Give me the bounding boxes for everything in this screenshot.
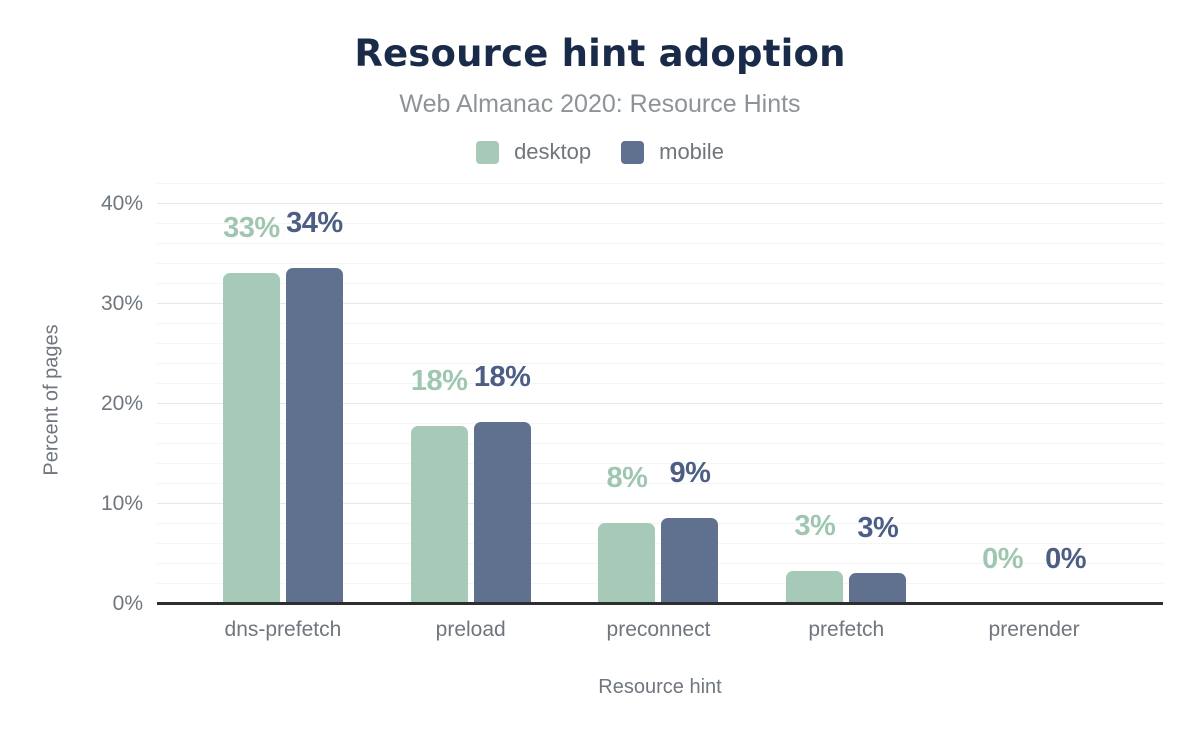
bar-desktop-preconnect[interactable] [598, 523, 656, 604]
chart-title: Resource hint adoption [354, 32, 846, 75]
minor-gridline [157, 543, 1163, 544]
bar-value-label-mobile-preload: 18% [473, 361, 531, 393]
bar-value-label-mobile-prefetch: 3% [857, 512, 899, 544]
minor-gridline [157, 283, 1163, 284]
legend-item-mobile[interactable]: mobile [621, 139, 724, 165]
minor-gridline [157, 343, 1163, 344]
bar-value-label-desktop-preload: 18% [410, 365, 468, 397]
major-gridline [157, 303, 1163, 304]
x-axis-title: Resource hint [598, 676, 722, 698]
y-tick-label: 40% [100, 192, 143, 215]
minor-gridline [157, 323, 1163, 324]
bar-desktop-dns-prefetch[interactable] [222, 273, 280, 604]
minor-gridline [157, 243, 1163, 244]
y-tick-label: 30% [100, 292, 143, 315]
minor-gridline [157, 523, 1163, 524]
minor-gridline [157, 583, 1163, 584]
bar-group-prefetch: 3% 3% [752, 184, 940, 604]
y-axis-ticks: 0% 10% 20% 30% 40% [0, 184, 143, 615]
minor-gridline [157, 183, 1163, 184]
bar-slot: 3% [849, 184, 907, 604]
legend-swatch-desktop [476, 140, 500, 164]
bar-mobile-prefetch[interactable] [849, 573, 907, 604]
legend-label-desktop: desktop [514, 139, 592, 164]
bar-slot: 34% [285, 184, 343, 604]
chart-subtitle: Web Almanac 2020: Resource Hints [399, 90, 801, 118]
minor-gridline [157, 443, 1163, 444]
legend-label-mobile: mobile [659, 139, 724, 164]
minor-gridline [157, 383, 1163, 384]
bar-value-label-desktop-preconnect: 8% [606, 462, 648, 494]
legend: desktop mobile [0, 139, 1200, 165]
minor-gridline [157, 483, 1163, 484]
bar-value-label-mobile-dns-prefetch: 34% [286, 207, 343, 239]
bar-slot: 8% [598, 184, 656, 604]
bar-desktop-prefetch[interactable] [786, 571, 844, 604]
x-category-label-preconnect: preconnect [606, 618, 711, 641]
bar-slot: 0% [974, 184, 1031, 604]
minor-gridline [157, 363, 1163, 364]
x-category-label-preload: preload [435, 618, 506, 641]
bars-area: 33% 34% 18% 18% 8% 9% 3% 3% 0% 0% [189, 184, 1128, 604]
legend-item-desktop[interactable]: desktop [476, 139, 591, 165]
bar-group-prerender: 0% 0% [940, 184, 1128, 604]
bar-mobile-preload[interactable] [473, 422, 531, 604]
minor-gridline [157, 223, 1163, 224]
bar-slot: 9% [661, 184, 719, 604]
bar-value-label-desktop-prerender: 0% [982, 543, 1024, 575]
x-category-label-prerender: prerender [988, 618, 1080, 641]
bar-slot: 3% [786, 184, 844, 604]
y-tick-label: 10% [100, 492, 143, 515]
x-category-label-prefetch: prefetch [808, 618, 885, 641]
plot-gridlines [157, 183, 1163, 604]
x-category-labels: dns-prefetch preload preconnect prefetch pre… [189, 618, 1128, 642]
bar-value-label-desktop-dns-prefetch: 33% [223, 212, 280, 244]
bar-group-preload: 18% 18% [377, 184, 565, 604]
bar-mobile-dns-prefetch[interactable] [285, 268, 343, 604]
major-gridline [157, 203, 1163, 204]
bar-value-label-desktop-prefetch: 3% [794, 510, 836, 542]
major-gridline [157, 503, 1163, 504]
bar-value-label-mobile-prerender: 0% [1045, 543, 1087, 575]
y-tick-label: 20% [100, 392, 143, 415]
bar-slot: 0% [1037, 184, 1094, 604]
bar-slot: 18% [410, 184, 468, 604]
bar-group-dns-prefetch: 33% 34% [189, 184, 377, 604]
minor-gridline [157, 563, 1163, 564]
bar-slot: 18% [473, 184, 531, 604]
minor-gridline [157, 263, 1163, 264]
x-category-label-dns-prefetch: dns-prefetch [224, 618, 342, 641]
y-tick-label: 0% [112, 592, 143, 615]
bar-value-label-mobile-preconnect: 9% [669, 457, 711, 489]
x-axis-line [157, 602, 1163, 605]
major-gridline [157, 403, 1163, 404]
minor-gridline [157, 463, 1163, 464]
bar-mobile-preconnect[interactable] [661, 518, 719, 604]
bar-slot: 33% [222, 184, 280, 604]
minor-gridline [157, 423, 1163, 424]
legend-swatch-mobile [621, 140, 645, 164]
bar-group-preconnect: 8% 9% [565, 184, 753, 604]
bar-desktop-preload[interactable] [410, 426, 468, 604]
